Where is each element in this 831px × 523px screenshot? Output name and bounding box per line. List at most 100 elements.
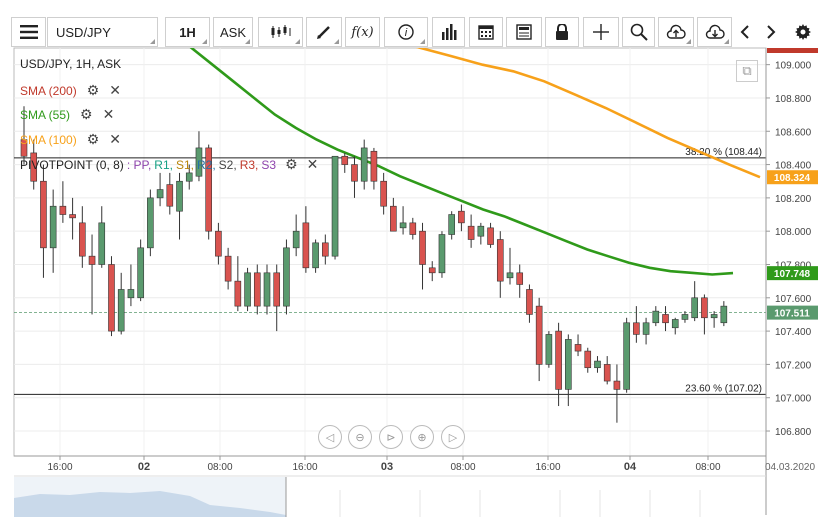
legend-sma200[interactable]: SMA (200) ⚙ ✕ xyxy=(20,82,121,99)
candle-body xyxy=(681,314,689,320)
candle-body xyxy=(516,272,524,285)
candlestick-icon xyxy=(271,25,290,38)
svg-text:i: i xyxy=(405,27,408,39)
y-tick-label: 107.600 xyxy=(775,294,812,305)
candle xyxy=(312,239,319,273)
candle-body xyxy=(594,360,601,369)
close-icon[interactable]: ✕ xyxy=(306,156,319,172)
candle xyxy=(642,317,650,345)
candle-body xyxy=(234,280,242,307)
candle xyxy=(652,306,660,327)
x-tick-label: 02 xyxy=(138,461,150,473)
close-icon[interactable]: ✕ xyxy=(102,106,115,122)
candle-body xyxy=(185,172,193,182)
upload-button[interactable] xyxy=(658,17,694,47)
info-button[interactable]: i xyxy=(384,17,428,47)
candle xyxy=(633,306,640,343)
y-tick-label: 109.000 xyxy=(775,61,812,72)
candle xyxy=(506,247,514,285)
lock-icon xyxy=(556,24,568,40)
candle xyxy=(438,231,446,278)
lock-button[interactable] xyxy=(545,17,579,47)
draw-button[interactable] xyxy=(306,17,342,47)
candle xyxy=(234,256,242,312)
zoom-icon xyxy=(630,23,648,41)
timeframe-select[interactable]: 1H xyxy=(165,17,210,47)
candle xyxy=(681,311,689,323)
sma55-line xyxy=(189,48,734,276)
scroll-left-button[interactable] xyxy=(733,17,757,47)
scroll-right-button[interactable] xyxy=(759,17,783,47)
news-button[interactable] xyxy=(506,17,542,47)
sma-lines xyxy=(189,48,761,276)
candle xyxy=(720,301,728,327)
candle-body xyxy=(117,289,125,332)
zoom-in-button[interactable]: ⊕ xyxy=(410,425,434,449)
legend-sma55[interactable]: SMA (55) ⚙ ✕ xyxy=(20,106,114,123)
candle-body xyxy=(147,197,154,249)
zoom-out-button[interactable]: ⊖ xyxy=(348,425,372,449)
navigator-window xyxy=(14,477,286,517)
candle xyxy=(691,281,698,322)
y-tick-label: 106.800 xyxy=(775,427,812,438)
candle xyxy=(428,261,436,282)
candle xyxy=(623,317,630,393)
legend-title-text: USD/JPY, 1H, ASK xyxy=(20,57,122,71)
candle xyxy=(701,294,708,335)
candle xyxy=(117,272,125,335)
y-tick-label: 107.400 xyxy=(775,327,812,338)
calendar-button[interactable] xyxy=(469,17,503,47)
volume-button[interactable] xyxy=(432,17,465,47)
zoom-button[interactable] xyxy=(622,17,655,47)
candle-body xyxy=(623,322,630,390)
function-icon: f(x) xyxy=(351,24,374,40)
indicators-button[interactable]: f(x) xyxy=(345,17,380,47)
candle xyxy=(147,189,154,257)
candle-body xyxy=(127,289,135,299)
menu-button[interactable] xyxy=(11,17,46,47)
settings-button[interactable] xyxy=(787,17,819,47)
candle-body xyxy=(477,225,485,237)
symbol-select[interactable]: USD/JPY xyxy=(47,17,158,47)
candle-body xyxy=(642,322,650,335)
reset-view-button[interactable]: ⊳ xyxy=(379,425,403,449)
close-icon[interactable]: ✕ xyxy=(109,131,121,147)
calendar-icon xyxy=(478,25,494,40)
candle-body xyxy=(224,255,232,282)
gear-icon[interactable]: ⚙ xyxy=(285,156,298,172)
chevron-left-icon xyxy=(740,25,749,39)
navigator-area xyxy=(14,491,286,517)
gear-icon[interactable]: ⚙ xyxy=(86,131,100,147)
gear-icon[interactable]: ⚙ xyxy=(80,106,93,122)
candle-body xyxy=(399,222,407,229)
navigator xyxy=(14,475,766,517)
download-button[interactable] xyxy=(697,17,732,47)
expand-icon[interactable]: ⧉ xyxy=(736,60,758,82)
candle-body xyxy=(215,230,222,257)
candle xyxy=(176,172,183,240)
candle-body xyxy=(613,380,621,390)
candle xyxy=(108,256,115,337)
candle xyxy=(370,147,378,190)
close-icon[interactable]: ✕ xyxy=(109,82,121,98)
candle xyxy=(516,264,524,298)
crosshair-button[interactable] xyxy=(583,17,619,47)
legend-pivot[interactable]: PIVOTPOINT (0, 8) : PP, R1, S1, R2, S2, … xyxy=(20,156,318,173)
candle-body xyxy=(302,222,310,269)
nav-left-button[interactable]: ◁ xyxy=(318,425,342,449)
y-tick-label: 108.600 xyxy=(775,127,812,138)
candles xyxy=(20,106,728,423)
candle xyxy=(88,234,96,315)
chart-type-button[interactable] xyxy=(258,17,303,47)
candle-body xyxy=(108,264,115,332)
price-type-select[interactable]: ASK xyxy=(213,17,253,47)
legend-sma100[interactable]: SMA (100) ⚙ ✕ xyxy=(20,131,121,148)
candle-body xyxy=(428,267,436,274)
candle xyxy=(360,139,368,190)
gear-icon[interactable]: ⚙ xyxy=(86,82,100,98)
candle xyxy=(166,172,174,215)
legend-pivot-r3: R3, xyxy=(239,157,259,172)
nav-right-button[interactable]: ▷ xyxy=(441,425,465,449)
candle-body xyxy=(69,214,76,219)
legend-sma55-label: SMA (55) xyxy=(20,107,71,122)
